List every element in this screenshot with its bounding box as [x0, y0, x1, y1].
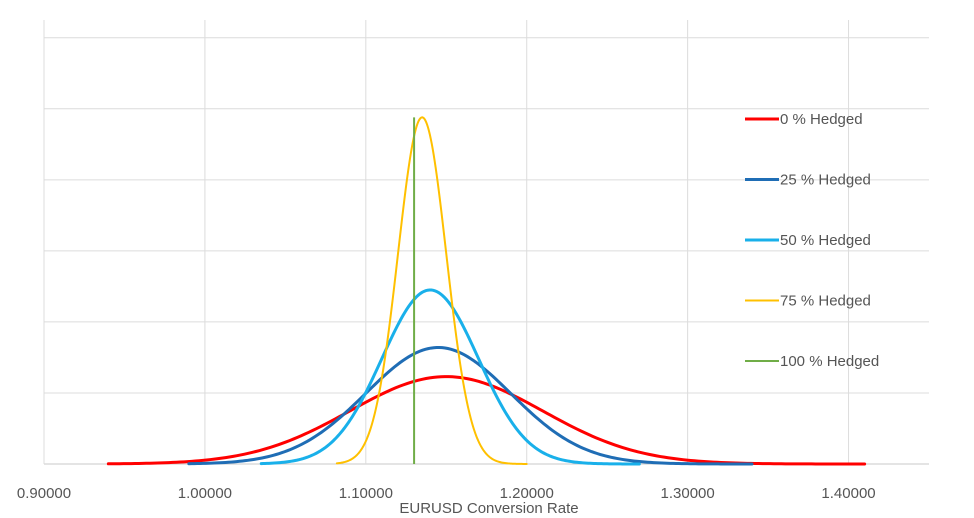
x-tick-label: 1.00000 [178, 485, 232, 502]
legend-item: 75 % Hedged [745, 293, 871, 310]
x-tick-label: 1.20000 [500, 485, 554, 502]
legend-item: 50 % Hedged [745, 232, 871, 249]
x-axis-ticks: 0.90000 1.00000 1.10000 1.20000 1.30000 1.400… [17, 485, 876, 502]
x-tick-label: 1.10000 [339, 485, 393, 502]
legend-item: 100 % Hedged [745, 353, 879, 370]
x-tick-label: 1.40000 [821, 485, 875, 502]
x-axis-title: EURUSD Conversion Rate [399, 500, 578, 517]
series-line [335, 116, 528, 465]
legend: 0 % Hedged 25 % Hedged 50 % Hedged 75 % Hed… [745, 111, 879, 370]
legend-label: 0 % Hedged [780, 111, 863, 128]
legend-item: 0 % Hedged [745, 111, 863, 128]
legend-label: 100 % Hedged [780, 353, 879, 370]
series-line [106, 375, 867, 466]
series-group [106, 116, 867, 466]
legend-item: 25 % Hedged [745, 172, 871, 189]
x-tick-label: 1.30000 [661, 485, 715, 502]
x-tick-label: 0.90000 [17, 485, 71, 502]
grid [43, 20, 929, 465]
legend-label: 50 % Hedged [780, 232, 871, 249]
series-line [187, 346, 754, 466]
series-line [259, 288, 641, 466]
legend-label: 75 % Hedged [780, 293, 871, 310]
legend-label: 25 % Hedged [780, 172, 871, 189]
